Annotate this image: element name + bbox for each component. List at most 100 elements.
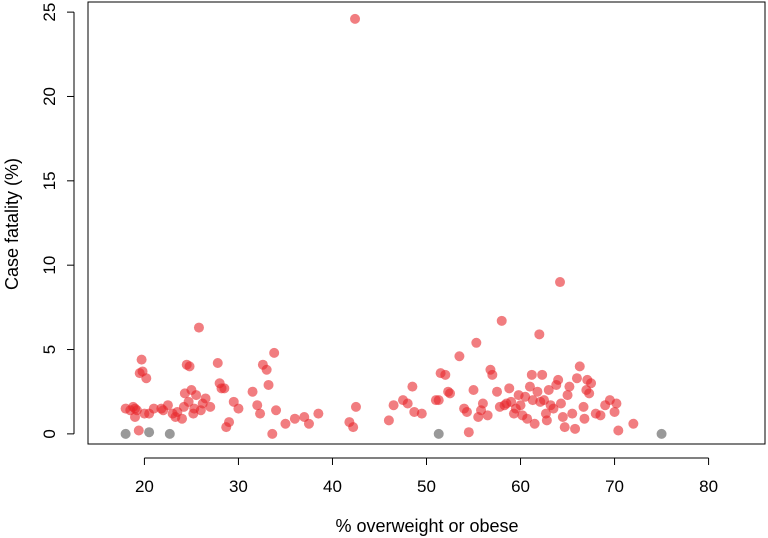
x-tick-label: 70 bbox=[605, 477, 624, 496]
data-point bbox=[522, 413, 533, 424]
x-tick-label: 80 bbox=[699, 477, 718, 496]
data-point bbox=[219, 383, 230, 394]
data-point bbox=[200, 393, 211, 404]
data-point bbox=[543, 385, 554, 396]
data-point bbox=[433, 395, 444, 406]
data-point bbox=[541, 415, 552, 426]
data-point bbox=[595, 410, 606, 421]
y-tick-label: 0 bbox=[40, 429, 59, 438]
data-point bbox=[520, 391, 531, 402]
data-point bbox=[557, 412, 568, 423]
data-point bbox=[567, 408, 578, 419]
data-point bbox=[515, 400, 526, 411]
x-axis: 20 30 40 50 60 70 80 bbox=[135, 457, 718, 496]
data-point bbox=[141, 373, 152, 384]
data-point bbox=[555, 277, 566, 288]
data-point bbox=[136, 354, 147, 365]
data-point bbox=[532, 386, 543, 397]
data-point bbox=[416, 408, 427, 419]
data-point bbox=[224, 417, 235, 428]
data-point bbox=[409, 406, 420, 417]
data-point bbox=[183, 396, 194, 407]
data-point bbox=[471, 337, 482, 348]
data-point bbox=[584, 388, 595, 399]
data-point bbox=[628, 418, 639, 429]
data-point bbox=[586, 378, 597, 389]
data-point bbox=[433, 428, 444, 439]
data-point bbox=[144, 427, 155, 438]
data-point bbox=[440, 369, 451, 380]
data-points bbox=[120, 13, 667, 439]
data-point bbox=[534, 329, 545, 340]
data-point bbox=[269, 347, 280, 358]
data-point bbox=[130, 412, 141, 423]
data-point bbox=[177, 413, 188, 424]
data-point bbox=[564, 381, 575, 392]
data-point bbox=[263, 379, 274, 390]
y-axis-title: Case fatality (%) bbox=[2, 158, 22, 290]
data-point bbox=[402, 398, 413, 409]
data-point bbox=[548, 403, 559, 414]
data-point bbox=[553, 374, 564, 385]
data-point bbox=[570, 423, 581, 434]
data-point bbox=[407, 381, 418, 392]
data-point bbox=[164, 428, 175, 439]
x-tick-label: 50 bbox=[417, 477, 436, 496]
y-tick-label: 15 bbox=[40, 171, 59, 190]
data-point bbox=[445, 388, 456, 399]
data-point bbox=[261, 364, 272, 375]
data-point bbox=[212, 358, 223, 369]
data-point bbox=[492, 386, 503, 397]
x-tick-label: 20 bbox=[135, 477, 154, 496]
x-axis-title: % overweight or obese bbox=[335, 516, 518, 536]
data-point bbox=[504, 383, 515, 394]
data-point bbox=[487, 369, 498, 380]
data-point bbox=[468, 385, 479, 396]
data-point bbox=[579, 413, 590, 424]
data-point bbox=[537, 369, 548, 380]
data-point bbox=[252, 400, 263, 411]
data-point bbox=[613, 425, 624, 436]
data-point bbox=[524, 381, 535, 392]
data-point bbox=[350, 401, 361, 412]
data-point bbox=[133, 425, 144, 436]
y-tick-label: 20 bbox=[40, 87, 59, 106]
data-point bbox=[120, 428, 131, 439]
data-point bbox=[289, 413, 300, 424]
data-point bbox=[313, 408, 324, 419]
y-tick-label: 10 bbox=[40, 256, 59, 275]
data-point bbox=[303, 418, 314, 429]
data-point bbox=[350, 13, 361, 24]
data-point bbox=[574, 361, 585, 372]
data-point bbox=[383, 415, 394, 426]
data-point bbox=[184, 361, 195, 372]
data-point bbox=[527, 395, 538, 406]
data-point bbox=[559, 422, 570, 433]
data-point bbox=[562, 390, 573, 401]
data-point bbox=[555, 398, 566, 409]
data-point bbox=[193, 322, 204, 333]
data-point bbox=[255, 408, 266, 419]
data-point bbox=[205, 401, 216, 412]
y-tick-label: 25 bbox=[40, 3, 59, 22]
data-point bbox=[611, 398, 622, 409]
data-point bbox=[571, 373, 582, 384]
data-point bbox=[529, 418, 540, 429]
data-point bbox=[477, 398, 488, 409]
data-point bbox=[271, 405, 282, 416]
data-point bbox=[247, 386, 258, 397]
y-tick-label: 5 bbox=[40, 345, 59, 354]
data-point bbox=[578, 401, 589, 412]
plot-frame bbox=[87, 1, 766, 445]
data-point bbox=[526, 369, 537, 380]
data-point bbox=[148, 403, 159, 414]
data-point bbox=[348, 422, 359, 433]
data-point bbox=[267, 428, 278, 439]
data-point bbox=[656, 428, 667, 439]
x-tick-label: 40 bbox=[323, 477, 342, 496]
data-point bbox=[233, 403, 244, 414]
y-axis: 0 5 10 15 20 25 bbox=[40, 3, 75, 439]
x-tick-label: 30 bbox=[229, 477, 248, 496]
data-point bbox=[609, 406, 620, 417]
